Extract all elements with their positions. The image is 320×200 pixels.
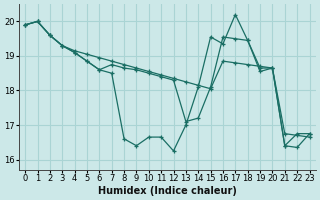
X-axis label: Humidex (Indice chaleur): Humidex (Indice chaleur)	[98, 186, 237, 196]
